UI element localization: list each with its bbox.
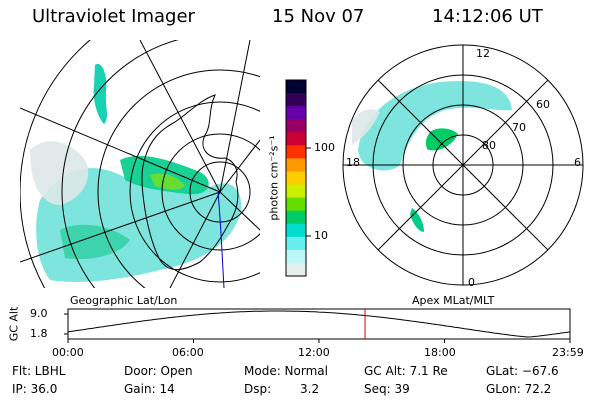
colorbar-cell (286, 171, 306, 186)
colorbar-tick-10: 10 (314, 229, 328, 242)
timeline-axis-title: GC Alt (7, 306, 21, 342)
timeline-x-tick-1: 06:00 (172, 346, 204, 359)
instrument-title: Ultraviolet Imager (32, 6, 195, 27)
timeline-x-tick-3: 18:00 (424, 346, 456, 359)
geographic-grid (20, 40, 260, 288)
status-door: Door: Open (124, 364, 193, 378)
status-glon: GLon: 72.2 (486, 382, 552, 396)
timeline-y-tick-low: 1.8 (30, 327, 48, 340)
geographic-map (20, 40, 260, 288)
polar-mlt-18: 18 (346, 156, 360, 169)
colorbar-cell (286, 236, 306, 251)
observation-time: 14:12:06 UT (432, 6, 543, 27)
timeline-x-tick-4: 23:59 (552, 346, 584, 359)
colorbar-cell (286, 106, 306, 120)
colorbar-cell (286, 145, 306, 159)
right-map-caption: Apex MLat/MLT (412, 294, 495, 307)
status-ip: IP: 36.0 (12, 382, 58, 396)
colorbar-cell (286, 210, 306, 225)
colorbar-cell (286, 262, 306, 277)
colorbar-cell (286, 158, 306, 172)
polar-aurora-image (352, 80, 512, 232)
timeline-y-tick-high: 9.0 (30, 307, 48, 320)
status-glat: GLat: −67.6 (486, 364, 559, 378)
colorbar-cell (286, 119, 306, 133)
status-filter: Flt: LBHL (12, 364, 66, 378)
timeline-x-tick-0: 00:00 (52, 346, 84, 359)
colorbar-tick-100: 100 (314, 141, 335, 154)
left-map-caption: Geographic Lat/Lon (70, 294, 178, 307)
altitude-timeline (64, 308, 571, 343)
colorbar-cell (286, 93, 306, 107)
colorbar-cell (286, 197, 306, 212)
colorbar (285, 79, 311, 277)
polar-mlt-6: 6 (574, 156, 581, 169)
polar-lat-70: 70 (512, 121, 526, 134)
status-mode: Mode: Normal (244, 364, 328, 378)
status-dsp-value: 3.2 (300, 382, 320, 396)
status-dsp-label: Dsp: (244, 382, 272, 396)
status-gc-alt: GC Alt: 7.1 Re (364, 364, 448, 378)
polar-lat-80: 80 (482, 139, 496, 152)
status-gain: Gain: 14 (124, 382, 175, 396)
polar-mlt-0: 0 (468, 276, 475, 289)
colorbar-cell (286, 249, 306, 264)
colorbar-unit-label: photon cm⁻²s⁻¹ (267, 135, 281, 221)
colorbar-cell (286, 184, 306, 199)
colorbar-cell (286, 80, 306, 94)
polar-lat-60: 60 (536, 98, 550, 111)
polar-mlt-12: 12 (476, 47, 490, 60)
colorbar-cell (286, 132, 306, 146)
status-seq: Seq: 39 (364, 382, 410, 396)
timeline-x-tick-2: 12:00 (298, 346, 330, 359)
observation-date: 15 Nov 07 (272, 6, 365, 27)
colorbar-cell (286, 223, 306, 238)
polar-map (342, 44, 584, 286)
